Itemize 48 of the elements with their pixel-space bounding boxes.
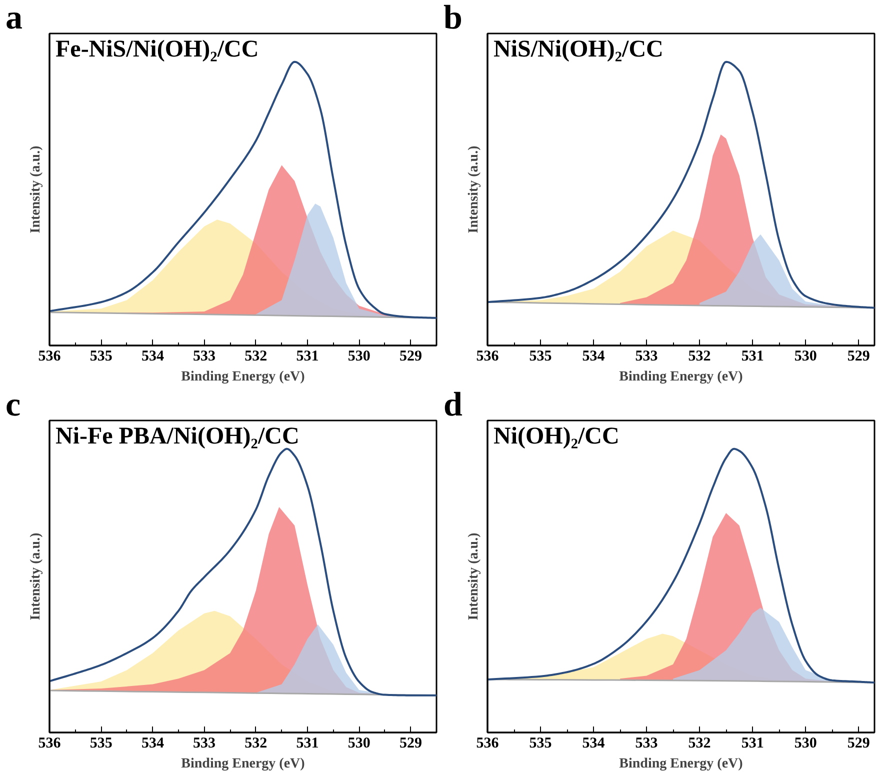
x-tick-label: 530 <box>348 348 370 364</box>
x-tick-label: 529 <box>399 348 422 364</box>
x-axis-title: Binding Energy (eV) <box>619 756 744 772</box>
x-axis-title: Binding Energy (eV) <box>619 370 744 384</box>
x-tick-label: 533 <box>635 736 658 752</box>
x-tick-label: 535 <box>90 348 112 364</box>
x-tick-label: 536 <box>38 736 62 752</box>
x-tick-label: 531 <box>296 736 319 752</box>
text: b <box>444 0 462 36</box>
y-axis-title: Intensity (a.u.) <box>466 532 482 620</box>
chart-title: Ni(OH)₂/CC <box>494 424 620 450</box>
x-tick-label: 534 <box>582 736 606 752</box>
x-tick-label: 532 <box>244 736 268 752</box>
x-tick-label: 530 <box>794 736 817 752</box>
x-tick-label: 536 <box>476 348 500 364</box>
y-axis-title: Intensity (a.u.) <box>466 145 482 234</box>
x-tick-label: 533 <box>635 348 658 364</box>
x-tick-label: 531 <box>741 736 764 752</box>
chart-title: Fe-NiS/Ni(OH)₂/CC <box>56 36 259 62</box>
x-axis-title: Binding Energy (eV) <box>181 756 306 772</box>
x-tick-label: 535 <box>529 348 552 364</box>
text: d <box>444 386 462 424</box>
x-tick-label: 530 <box>348 736 370 752</box>
y-axis-title: Intensity (a.u.) <box>28 532 44 620</box>
x-tick-label: 529 <box>847 736 870 752</box>
x-tick-label: 532 <box>688 736 711 752</box>
x-tick-label: 535 <box>529 736 552 752</box>
x-tick-label: 536 <box>476 736 500 752</box>
x-tick-label: 534 <box>141 348 164 364</box>
x-tick-label: 530 <box>794 348 817 364</box>
x-tick-label: 529 <box>847 348 870 364</box>
x-tick-label: 531 <box>296 348 319 364</box>
x-axis-title: Binding Energy (eV) <box>181 370 306 384</box>
x-tick-label: 536 <box>38 348 62 364</box>
x-tick-label: 534 <box>141 736 164 752</box>
chart-title: NiS/Ni(OH)₂/CC <box>494 36 664 62</box>
x-tick-label: 533 <box>193 736 216 752</box>
x-tick-label: 534 <box>582 348 606 364</box>
x-tick-label: 531 <box>741 348 764 364</box>
text: c <box>6 386 21 424</box>
text: a <box>6 0 22 36</box>
x-tick-label: 532 <box>688 348 711 364</box>
x-tick-label: 532 <box>244 348 268 364</box>
chart-title: Ni-Fe PBA/Ni(OH)₂/CC <box>56 424 300 450</box>
x-tick-label: 533 <box>193 348 216 364</box>
x-tick-label: 529 <box>399 736 422 752</box>
y-axis-title: Intensity (a.u.) <box>28 145 44 234</box>
x-tick-label: 535 <box>90 736 112 752</box>
